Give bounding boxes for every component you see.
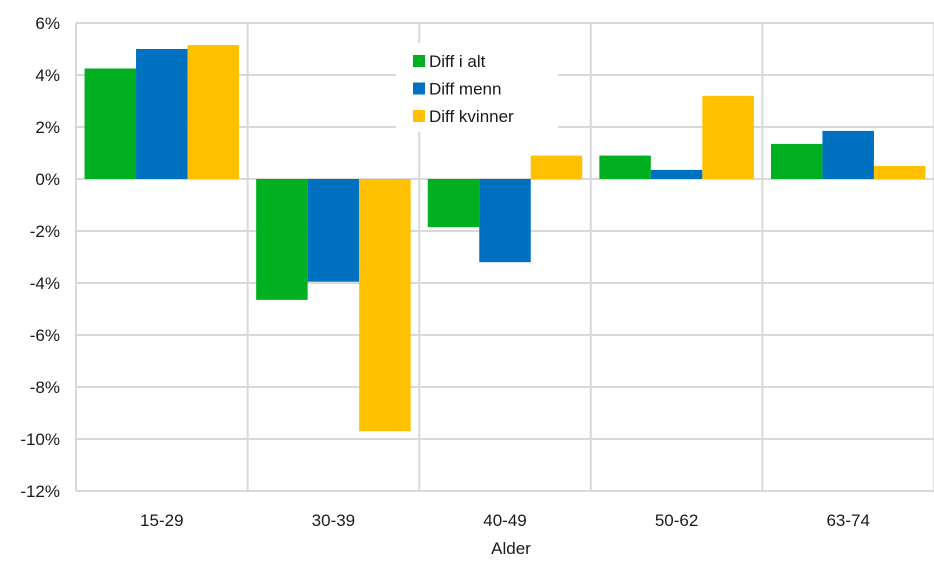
bar	[136, 49, 188, 179]
legend-swatch	[413, 55, 425, 67]
bar	[650, 169, 703, 179]
x-tick-label: 40-49	[483, 511, 526, 530]
x-tick-label: 15-29	[140, 511, 183, 530]
y-tick-label: -12%	[20, 482, 60, 501]
bar	[479, 179, 531, 263]
bar	[530, 155, 583, 179]
y-tick-label: -6%	[30, 326, 60, 345]
x-tick-label: 63-74	[826, 511, 869, 530]
bar	[359, 179, 411, 432]
bar	[307, 179, 360, 282]
y-tick-label: -10%	[20, 430, 60, 449]
x-axis-title: Alder	[491, 539, 531, 558]
bar	[822, 130, 874, 179]
y-tick-label: -8%	[30, 378, 60, 397]
x-tick-label: 30-39	[312, 511, 355, 530]
bar	[702, 95, 754, 179]
legend-swatch	[413, 110, 425, 122]
y-axis: 6% 4% 2% 0% -2% -4% -6% -8% -10% -12%	[20, 14, 60, 501]
legend: Diff i alt Diff menn Diff kvinner	[396, 43, 558, 132]
bar	[873, 166, 926, 179]
bar	[427, 179, 480, 228]
bar	[256, 179, 308, 300]
bars	[84, 45, 926, 432]
x-axis: 15-29 30-39 40-49 50-62 63-74	[140, 511, 870, 530]
y-tick-label: -2%	[30, 222, 60, 241]
legend-swatch	[413, 82, 425, 95]
legend-label: Diff menn	[429, 80, 501, 99]
bar	[84, 68, 137, 179]
bar	[187, 45, 240, 179]
y-tick-label: 2%	[35, 118, 60, 137]
legend-label: Diff i alt	[429, 52, 486, 71]
x-tick-label: 50-62	[655, 511, 698, 530]
bar	[599, 155, 651, 179]
bar	[770, 143, 823, 179]
y-tick-label: 0%	[35, 170, 60, 189]
legend-label: Diff kvinner	[429, 107, 514, 126]
y-tick-label: -4%	[30, 274, 60, 293]
y-tick-label: 6%	[35, 14, 60, 33]
y-tick-label: 4%	[35, 66, 60, 85]
